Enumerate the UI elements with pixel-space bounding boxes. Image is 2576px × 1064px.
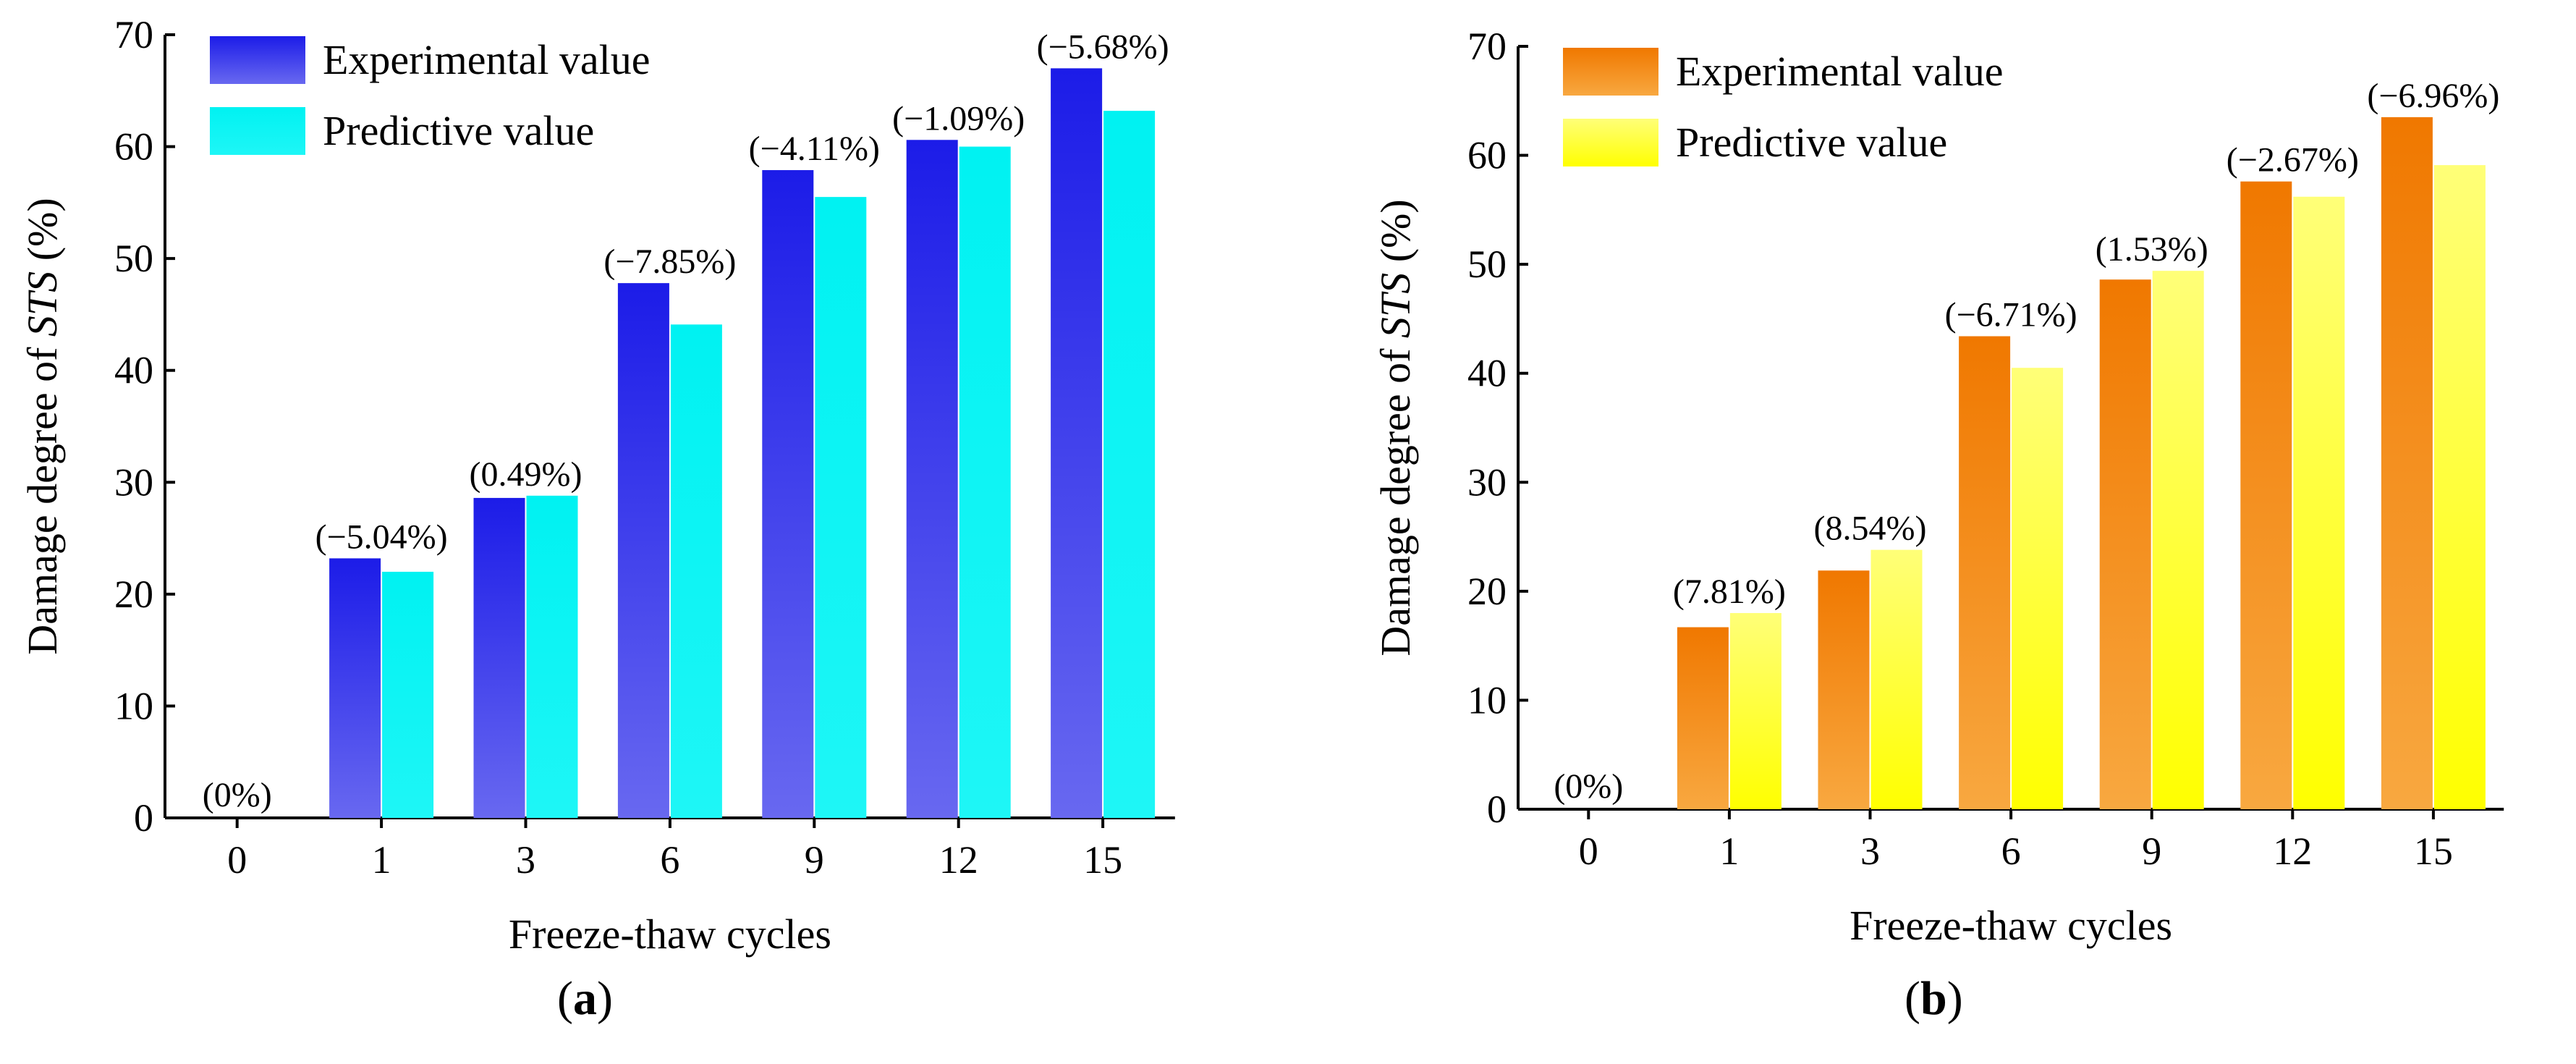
x-tick-label: 9	[805, 838, 824, 882]
bar-predictive	[526, 495, 578, 818]
legend-swatch-experimental	[210, 36, 305, 84]
y-tick-label: 60	[114, 125, 153, 169]
bar-predictive	[2012, 368, 2064, 810]
bar-predictive	[2433, 165, 2486, 809]
legend-swatch-experimental	[1563, 48, 1658, 96]
y-tick-label: 0	[1487, 788, 1507, 831]
panel-label-b: (b)	[1905, 972, 1963, 1025]
x-tick-label: 6	[660, 838, 679, 882]
data-annotation: (0%)	[203, 776, 272, 814]
bar-predictive	[382, 571, 434, 818]
legend: Experimental value Predictive value	[1563, 48, 2004, 166]
bar-experimental	[329, 558, 381, 818]
y-tick-label: 60	[1467, 134, 1507, 177]
bar-experimental	[1818, 570, 1870, 809]
x-tick-label: 15	[1083, 838, 1122, 882]
data-annotation: (0%)	[1554, 767, 1623, 806]
y-tick-label: 10	[114, 684, 153, 727]
y-axis-title: Damage degree of STS (%)	[19, 198, 66, 654]
bar-experimental	[617, 283, 669, 818]
x-tick-label: 3	[1860, 829, 1880, 873]
bar-predictive	[2152, 271, 2204, 810]
x-tick-label: 0	[227, 838, 247, 882]
chart-panel-b: 0 10 20 30 40 50 60 70 0 (0%) 1 (7.81%) 3 (8.54%) 6 (−6…	[1372, 25, 2504, 949]
panel-label-a: (a)	[557, 972, 613, 1025]
data-annotation: (−6.71%)	[1945, 296, 2077, 334]
legend-swatch-predictive	[1563, 119, 1658, 166]
x-tick-label: 0	[1579, 829, 1598, 873]
bar-predictive	[815, 197, 867, 819]
data-annotation: (1.53%)	[2096, 230, 2208, 269]
y-tick-label: 50	[1467, 242, 1507, 286]
x-axis-title: Freeze-thaw cycles	[1850, 902, 2172, 949]
y-tick-label: 50	[114, 237, 153, 280]
y-tick-label: 0	[134, 796, 153, 840]
data-annotation: (−2.67%)	[2227, 141, 2359, 180]
legend-swatch-predictive	[210, 107, 305, 155]
y-tick-label: 30	[114, 460, 153, 504]
x-tick-label: 12	[2273, 829, 2312, 873]
data-annotation: (−4.11%)	[749, 130, 880, 168]
bar-predictive	[1103, 111, 1156, 818]
bar-predictive	[2293, 196, 2345, 809]
legend-label-predictive: Predictive value	[323, 107, 594, 154]
x-tick-label: 9	[2142, 829, 2161, 873]
bar-experimental	[906, 140, 958, 819]
data-annotation: (8.54%)	[1814, 510, 1927, 548]
bar-experimental	[762, 170, 814, 818]
data-annotation: (−1.09%)	[892, 99, 1025, 138]
y-tick-label: 40	[1467, 352, 1507, 395]
y-tick-label: 20	[1467, 570, 1507, 613]
x-axis-title: Freeze-thaw cycles	[509, 911, 831, 958]
x-tick-label: 12	[939, 838, 978, 882]
data-annotation: (−7.85%)	[603, 242, 736, 281]
bar-experimental	[2381, 117, 2433, 809]
bar-experimental	[473, 497, 525, 818]
bar-experimental	[2240, 181, 2292, 810]
bar-experimental	[1677, 627, 1729, 809]
legend-label-experimental: Experimental value	[323, 36, 651, 83]
y-tick-label: 70	[114, 13, 153, 56]
legend: Experimental value Predictive value	[210, 36, 651, 155]
x-tick-label: 1	[372, 838, 391, 882]
x-tick-label: 15	[2414, 829, 2453, 873]
data-annotation: (−6.96%)	[2367, 77, 2499, 115]
y-tick-label: 30	[1467, 460, 1507, 504]
x-tick-label: 3	[516, 838, 535, 882]
bar-predictive	[1729, 612, 1781, 809]
y-tick-label: 70	[1467, 25, 1507, 68]
bar-experimental	[1959, 336, 2011, 809]
legend-label-experimental: Experimental value	[1676, 48, 2004, 95]
bar-predictive	[959, 146, 1011, 819]
data-annotation: (0.49%)	[470, 455, 582, 494]
x-tick-label: 1	[1719, 829, 1739, 873]
x-tick-label: 6	[2001, 829, 2021, 873]
y-axis-title: Damage degree of STS (%)	[1372, 199, 1419, 656]
y-tick-label: 10	[1467, 678, 1507, 722]
chart-panel-a: 0 10 20 30 40 50 60 70 0 (0%) 1 (−5.04%) 3 (0.49%) 6 (−…	[19, 13, 1175, 958]
legend-label-predictive: Predictive value	[1676, 119, 1947, 166]
data-annotation: (−5.68%)	[1037, 28, 1169, 66]
bar-experimental	[1051, 68, 1103, 818]
bar-experimental	[2099, 279, 2151, 809]
data-annotation: (7.81%)	[1673, 573, 1786, 611]
data-annotation: (−5.04%)	[315, 518, 448, 556]
bar-predictive	[670, 324, 722, 819]
bar-predictive	[1870, 549, 1923, 809]
y-tick-label: 40	[114, 349, 153, 392]
y-tick-label: 20	[114, 573, 153, 616]
